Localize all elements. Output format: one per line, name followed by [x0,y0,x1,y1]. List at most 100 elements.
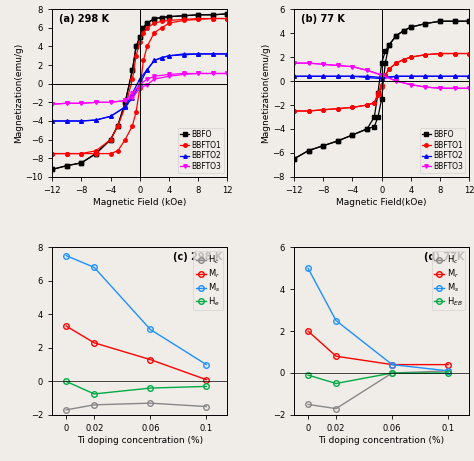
Line: BBFO: BBFO [50,12,229,171]
BBFO [144,20,150,26]
BBFO [79,160,84,165]
BBFO [335,138,341,144]
BBFTO1 [437,51,443,56]
Legend: BBFO, BBFTO1, BBFTO2, BBFTO3: BBFO, BBFTO1, BBFTO2, BBFTO3 [419,128,465,173]
BBFTO1 [122,104,128,110]
BBFTO2 [49,118,55,124]
BBFO [437,18,443,24]
BBFO [195,12,201,18]
BBFTO3 [195,71,201,76]
BBFTO1 [225,16,230,21]
BBFTO2 [152,58,157,63]
BBFO [320,143,326,148]
BBFO [141,25,146,30]
BBFTO1 [306,108,311,114]
BBFTO1 [159,18,164,24]
X-axis label: Ti doping concentration (%): Ti doping concentration (%) [319,436,445,445]
X-axis label: Magnetic Field(kOe): Magnetic Field(kOe) [337,198,427,207]
BBFTO2 [210,51,216,57]
BBFTO3 [181,71,186,76]
BBFTO3 [379,72,384,78]
BBFTO1 [141,30,146,35]
BBFTO2 [452,73,457,79]
BBFTO1 [350,105,356,110]
BBFO [375,114,381,120]
BBFTO2 [350,73,356,79]
BBFTO2 [379,76,384,82]
BBFTO2 [423,73,428,79]
BBFTO3 [364,67,370,73]
Y-axis label: Magnetization(emu/g): Magnetization(emu/g) [261,43,270,143]
BBFO [379,96,384,102]
BBFTO3 [225,71,230,76]
BBFTO2 [291,73,297,79]
BBFO [152,16,157,21]
BBFTO1 [335,106,341,112]
BBFO [133,44,139,49]
BBFO [129,67,135,72]
BBFTO1 [195,16,201,21]
BBFTO3 [49,101,55,107]
BBFTO2 [159,55,164,60]
BBFTO1 [152,20,157,26]
BBFTO1 [375,93,381,98]
BBFTO1 [383,72,388,78]
BBFO [225,11,230,17]
BBFTO2 [437,73,443,79]
BBFTO1 [144,25,150,30]
BBFTO3 [335,63,341,68]
BBFTO2 [466,73,472,79]
Line: BBFO: BBFO [292,19,471,160]
Legend: H$_c$, M$_r$, M$_s$, H$_e$: H$_c$, M$_r$, M$_s$, H$_e$ [193,251,223,310]
BBFTO1 [364,102,370,108]
BBFTO2 [166,53,172,59]
Line: BBFTO1: BBFTO1 [292,52,471,113]
BBFO [115,123,121,129]
BBFTO3 [393,78,399,84]
BBFTO2 [393,73,399,79]
BBFTO2 [320,73,326,79]
BBFTO3 [129,90,135,96]
BBFO [159,15,164,20]
BBFTO2 [137,77,143,82]
BBFTO1 [452,51,457,56]
BBFTO3 [408,82,414,88]
BBFTO3 [306,60,311,66]
BBFO [386,42,392,48]
BBFO [423,21,428,26]
BBFTO1 [372,100,377,106]
Text: (a) 298 K: (a) 298 K [59,14,109,24]
BBFTO2 [144,67,150,72]
BBFO [166,14,172,19]
BBFTO2 [364,75,370,80]
BBFTO3 [291,60,297,66]
BBFO [350,132,356,138]
BBFTO3 [144,77,150,82]
Text: (b) 77 K: (b) 77 K [301,14,345,24]
X-axis label: Ti doping concentration (%): Ti doping concentration (%) [77,436,203,445]
BBFTO3 [466,85,472,91]
BBFTO1 [181,17,186,22]
Text: (d) 77K: (d) 77K [424,252,464,262]
BBFTO3 [122,98,128,103]
BBFTO2 [408,73,414,79]
BBFTO3 [137,82,143,88]
BBFO [401,28,406,34]
BBFO [291,156,297,162]
BBFTO1 [108,137,113,142]
BBFO [466,18,472,24]
BBFO [452,18,457,24]
BBFTO2 [108,113,113,119]
BBFO [383,60,388,66]
BBFO [181,13,186,18]
BBFTO3 [152,73,157,79]
BBFTO1 [379,84,384,90]
BBFTO3 [166,71,172,77]
BBFTO3 [79,100,84,106]
BBFO [64,163,70,168]
BBFTO1 [93,148,99,154]
BBFTO1 [466,51,472,56]
BBFTO1 [423,52,428,58]
BBFO [372,124,377,130]
BBFTO3 [210,71,216,76]
